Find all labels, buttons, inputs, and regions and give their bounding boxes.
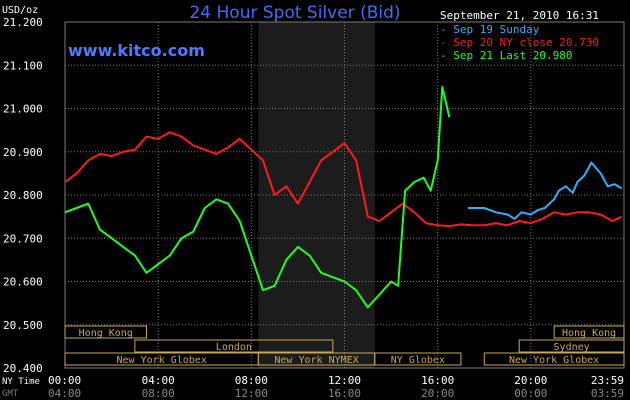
x-tick-label-ny: 04:00 [142, 374, 175, 387]
session-label: NY Globex [391, 355, 445, 366]
gmt-label: GMT [2, 389, 19, 399]
session-label: London [216, 342, 252, 353]
x-tick-label-ny: 08:00 [235, 374, 268, 387]
series-line-2 [64, 85, 451, 309]
y-tick-label: 20.500 [3, 319, 43, 332]
x-tick-label-ny: 20:00 [514, 374, 547, 387]
legend: - Sep 19 Sunday- Sep 20 NY close 20.730-… [440, 23, 599, 62]
x-tick-label-gmt: 03:59 [591, 387, 624, 400]
x-axis-tick-labels: 00:0004:0004:0008:0008:0012:0012:0016:00… [48, 374, 624, 400]
session-label: New York Globex [509, 355, 599, 366]
x-tick-label-gmt: 04:00 [48, 387, 81, 400]
x-tick-label-ny: 12:00 [328, 374, 361, 387]
session-box [374, 352, 462, 366]
legend-entry: - Sep 20 NY close 20.730 [440, 36, 599, 49]
session-box [518, 339, 625, 353]
x-tick-label-ny: 16:00 [421, 374, 454, 387]
price-series [64, 85, 623, 309]
session-label: Sydney [554, 342, 590, 353]
session-label: New York NYMEX [274, 355, 358, 366]
x-tick-label-ny: 23:59 [591, 374, 624, 387]
plot-frame [64, 21, 625, 369]
y-axis-tick-labels: 21.200 21.100 21.000 20.900 20.800 20.700 20.6… [3, 16, 43, 375]
nymex-session-shade [258, 22, 375, 368]
y-tick-label: 21.000 [3, 103, 43, 116]
y-tick-label: 21.100 [3, 59, 43, 72]
date-timestamp: September 21, 2010 16:31 [440, 9, 599, 22]
y-tick-label: 20.700 [3, 232, 43, 245]
x-tick-label-gmt: 12:00 [235, 387, 268, 400]
chart-title: 24 Hour Spot Silver (Bid) [189, 3, 400, 23]
session-label: Hong Kong [562, 328, 616, 339]
y-tick-label: 20.600 [3, 276, 43, 289]
session-label: Hong Kong [79, 328, 133, 339]
x-tick-label-ny: 00:00 [48, 374, 81, 387]
x-tick-label-gmt: 20:00 [421, 387, 454, 400]
ny-time-label: NY Time [2, 377, 40, 387]
series-line-0 [467, 161, 623, 220]
series-line-1 [64, 131, 623, 228]
y-tick-label: 21.200 [3, 16, 43, 29]
x-tick-label-gmt: 08:00 [142, 387, 175, 400]
legend-entry: - Sep 21 Last 20.980 [440, 49, 572, 62]
session-box [553, 325, 625, 339]
session-label: New York Globex [117, 355, 207, 366]
y-tick-label: 20.900 [3, 146, 43, 159]
y-tick-label: 20.400 [3, 362, 43, 375]
brand-url: www.kitco.com [68, 41, 205, 60]
session-box [64, 325, 148, 339]
trading-sessions: Hong Kong Hong Kong London Sydney New York G… [64, 325, 625, 366]
y-unit-label: USD/oz [2, 5, 38, 16]
x-tick-label-gmt: 00:00 [514, 387, 547, 400]
y-tick-label: 20.800 [3, 189, 43, 202]
legend-entry: - Sep 19 Sunday [440, 23, 540, 36]
x-tick-label-gmt: 16:00 [328, 387, 361, 400]
session-box [483, 352, 625, 366]
session-box [134, 339, 334, 353]
